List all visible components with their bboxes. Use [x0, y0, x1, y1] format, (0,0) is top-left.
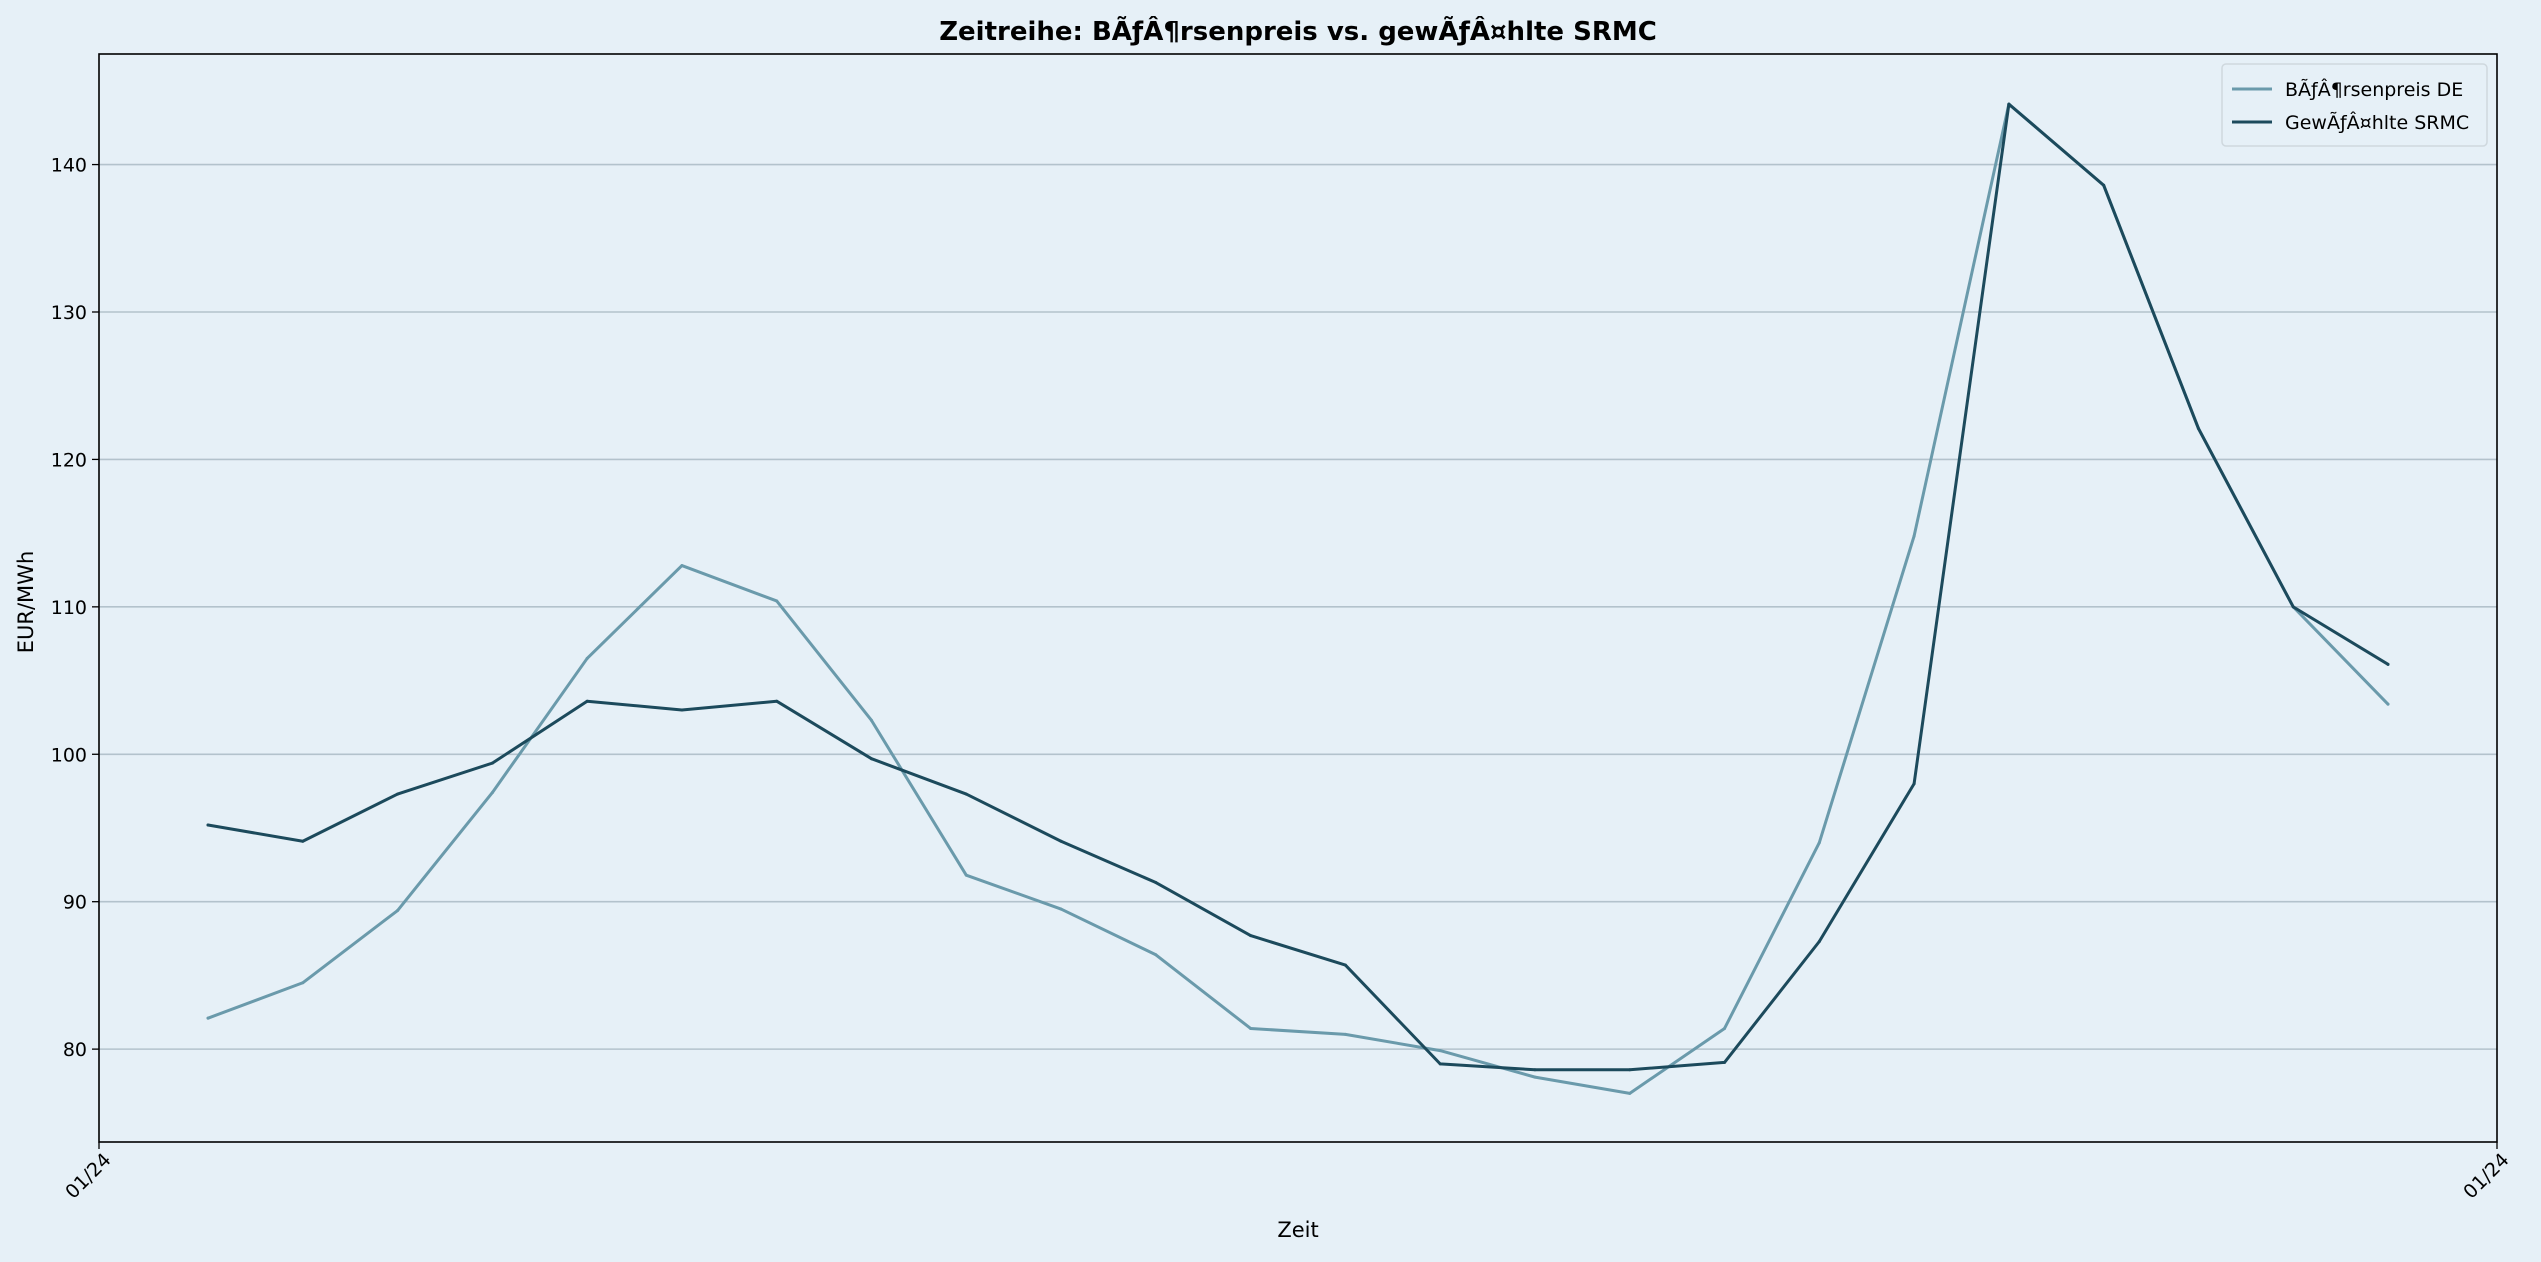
series-2-point-7 [775, 699, 779, 703]
series-line-2 [206, 102, 2390, 1072]
series-2-point-15 [1533, 1068, 1537, 1072]
series-1-point-24 [2386, 702, 2390, 706]
series-1-point-18 [1817, 841, 1821, 845]
series-1-point-10 [1059, 907, 1063, 911]
axes-frame [98, 53, 2498, 1143]
y-tick-label-130: 130 [51, 302, 87, 324]
series-1-point-11 [1154, 953, 1158, 957]
series-1-point-9 [964, 873, 968, 877]
series-2-point-6 [680, 708, 684, 712]
series-2-point-11 [1154, 881, 1158, 885]
y-axis-title: EUR/MWh [14, 551, 38, 654]
series-2-point-20 [2007, 102, 2011, 106]
legend: BÃƒÂ¶rsenpreis DE GewÃƒÂ¤hlte SRMC [2221, 63, 2488, 147]
series-2-point-17 [1723, 1060, 1727, 1064]
series-2-point-14 [1438, 1062, 1442, 1066]
series-2-point-2 [301, 839, 305, 843]
series-2-point-8 [869, 757, 873, 761]
y-tick-label-110: 110 [51, 597, 87, 619]
plot-background [99, 54, 2497, 1142]
series-1-point-12 [1249, 1026, 1253, 1030]
series-2-point-12 [1249, 934, 1253, 938]
series-1-point-7 [775, 599, 779, 603]
y-tick-label-120: 120 [51, 449, 87, 471]
series-1-point-15 [1533, 1075, 1537, 1079]
series-2-point-21 [2102, 183, 2106, 187]
series-2-point-22 [2196, 426, 2200, 430]
y-tick-label-140: 140 [51, 155, 87, 177]
series-1-point-3 [396, 909, 400, 913]
series-1-point-8 [869, 718, 873, 722]
series-2-point-5 [585, 699, 589, 703]
series-1-point-19 [1912, 534, 1916, 538]
y-tick-label-100: 100 [51, 744, 87, 766]
series-1-point-1 [206, 1016, 210, 1020]
legend-label-1: BÃƒÂ¶rsenpreis DE [2285, 78, 2463, 101]
x-axis-title: Zeit [1277, 1218, 1318, 1242]
series-1-point-16 [1628, 1091, 1632, 1095]
series-2-point-4 [490, 761, 494, 765]
series-2-point-10 [1059, 839, 1063, 843]
series-1-point-2 [301, 981, 305, 985]
series-1-point-4 [490, 791, 494, 795]
legend-label-2: GewÃƒÂ¤hlte SRMC [2285, 111, 2469, 134]
y-tick-label-90: 90 [63, 892, 87, 914]
series-2-point-13 [1343, 963, 1347, 967]
series-2-point-1 [206, 823, 210, 827]
series-2-point-18 [1817, 940, 1821, 944]
series-1-point-6 [680, 564, 684, 568]
series-2-point-24 [2386, 662, 2390, 666]
series-2-point-16 [1628, 1068, 1632, 1072]
series-1-point-13 [1343, 1032, 1347, 1036]
series-1-point-5 [585, 656, 589, 660]
series-2-point-23 [2291, 605, 2295, 609]
series-2-point-9 [964, 792, 968, 796]
series-1-point-14 [1438, 1049, 1442, 1053]
series-2-point-3 [396, 792, 400, 796]
series-2-point-19 [1912, 782, 1916, 786]
legend-box [2221, 63, 2488, 147]
chart-title: Zeitreihe: BÃƒÂ¶rsenpreis vs. gewÃƒÂ¤hlt… [939, 15, 1657, 47]
y-tick-label-80: 80 [63, 1039, 87, 1061]
series-1-point-17 [1723, 1026, 1727, 1030]
